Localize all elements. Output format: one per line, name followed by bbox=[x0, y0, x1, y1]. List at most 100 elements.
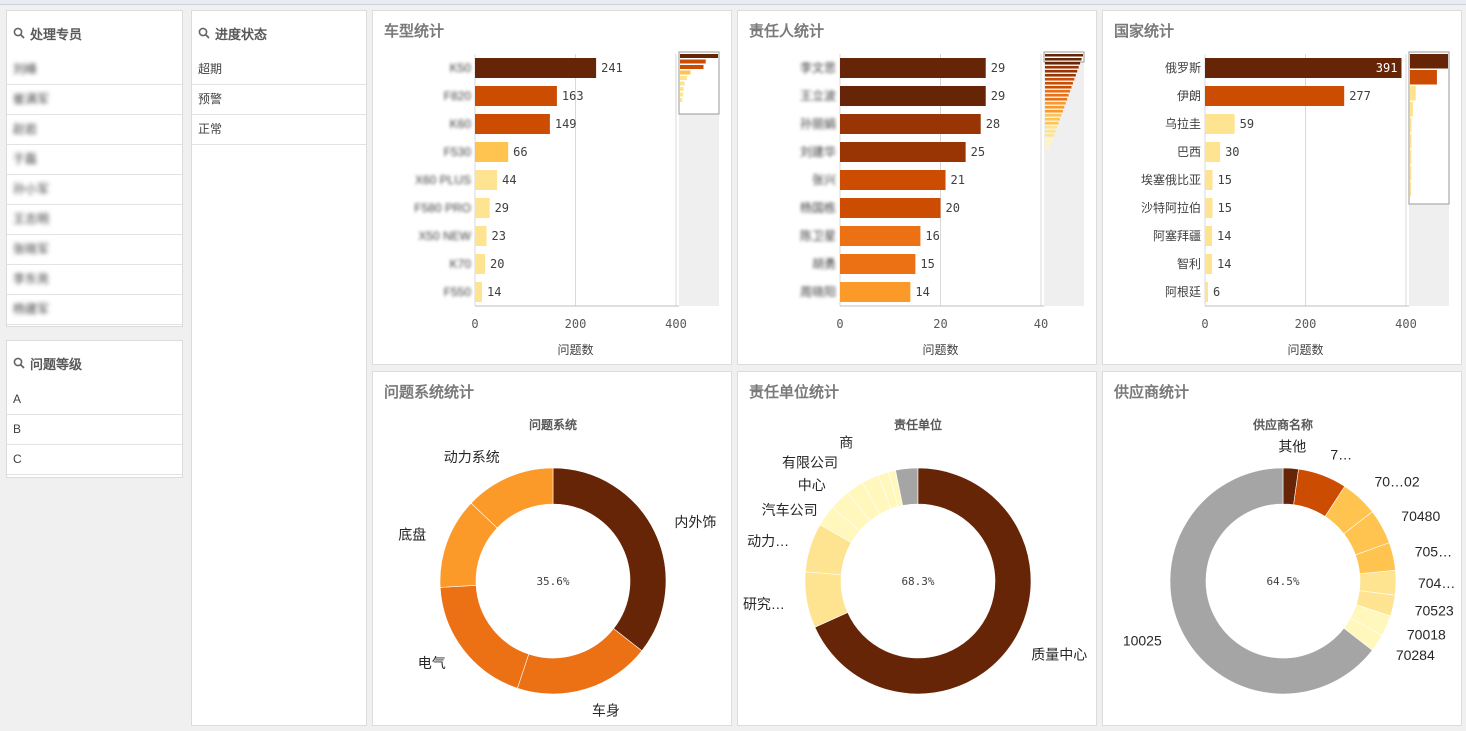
level-filter-title[interactable]: 问题等级 bbox=[7, 341, 182, 385]
handler-filter-item[interactable]: 杨建军 bbox=[7, 295, 182, 325]
mini-bar bbox=[1045, 142, 1052, 145]
x-tick-label: 400 bbox=[665, 317, 687, 331]
mini-bar bbox=[1045, 82, 1073, 85]
slice-label: 70…02 bbox=[1374, 474, 1419, 490]
data-label: 14 bbox=[487, 285, 501, 299]
category-label: 埃塞俄比亚 bbox=[1141, 172, 1201, 187]
bar[interactable] bbox=[840, 58, 986, 78]
donut-slice[interactable] bbox=[814, 467, 1032, 695]
donut-slice[interactable] bbox=[552, 467, 667, 652]
donut-slice[interactable] bbox=[888, 469, 903, 508]
x-tick-label: 0 bbox=[1201, 317, 1208, 331]
bar[interactable] bbox=[1205, 142, 1221, 162]
bar[interactable] bbox=[840, 114, 981, 134]
mini-bar bbox=[1045, 130, 1056, 133]
status-filter-title[interactable]: 进度状态 bbox=[192, 11, 366, 55]
mini-bar bbox=[1045, 86, 1072, 89]
level-filter-item[interactable]: C bbox=[7, 445, 182, 475]
bar[interactable] bbox=[475, 142, 509, 162]
bar[interactable] bbox=[840, 142, 966, 162]
mini-bar bbox=[1045, 126, 1058, 129]
handler-filter-item[interactable]: 孙小军 bbox=[7, 175, 182, 205]
bar[interactable] bbox=[840, 86, 986, 106]
handler-filter-item[interactable]: 李东亮 bbox=[7, 265, 182, 295]
slice-label: 有限公司 bbox=[782, 454, 838, 470]
data-label: 14 bbox=[1217, 229, 1231, 243]
handler-filter-item[interactable]: 刘峰 bbox=[7, 55, 182, 85]
bar[interactable] bbox=[840, 226, 921, 246]
owner-bar-chart[interactable]: 0 20 40 李文思 29 王立波 29 孙丽娟 28 刘建华 25 张兴 21 杨国栋 20 陈卫星 16 胡… bbox=[738, 44, 1096, 364]
bar[interactable] bbox=[1205, 226, 1213, 246]
x-tick-label: 200 bbox=[565, 317, 587, 331]
mini-bar bbox=[1410, 166, 1412, 181]
donut-slice[interactable] bbox=[517, 628, 643, 695]
handler-filter-title[interactable]: 处理专员 bbox=[7, 11, 182, 55]
handler-filter-item-label: 刘峰 bbox=[13, 62, 38, 76]
handler-filter-item[interactable]: 张晓军 bbox=[7, 235, 182, 265]
mini-bar bbox=[1045, 54, 1083, 57]
data-label: 66 bbox=[513, 145, 527, 159]
category-label: 智利 bbox=[1177, 256, 1201, 271]
bar[interactable] bbox=[475, 58, 597, 78]
bar[interactable] bbox=[840, 254, 916, 274]
data-label: 16 bbox=[925, 229, 939, 243]
bar[interactable] bbox=[1205, 114, 1235, 134]
handler-filter-item[interactable]: 赵岩 bbox=[7, 115, 182, 145]
status-filter-item[interactable]: 正常 bbox=[192, 115, 366, 145]
mini-bar bbox=[680, 81, 685, 86]
mini-bar bbox=[680, 98, 683, 102]
slice-label: 705… bbox=[1415, 544, 1452, 560]
bar[interactable] bbox=[475, 114, 550, 134]
supplier-donut-chart[interactable]: 供应商名称 64.5% 其他 7… 70…02 70480 705… 704… 70523 700… bbox=[1103, 405, 1461, 725]
handler-filter-item[interactable]: 崔满军 bbox=[7, 85, 182, 115]
category-label: 刘建华 bbox=[800, 145, 836, 159]
donut-slice[interactable] bbox=[439, 585, 530, 689]
status-filter-item[interactable]: 预警 bbox=[192, 85, 366, 115]
bar[interactable] bbox=[1205, 58, 1402, 78]
category-label: 王立波 bbox=[800, 88, 836, 103]
donut-slice[interactable] bbox=[1169, 467, 1373, 695]
x-tick-label: 40 bbox=[1034, 317, 1048, 331]
status-filter-item[interactable]: 超期 bbox=[192, 55, 366, 85]
bar[interactable] bbox=[475, 86, 557, 106]
bar[interactable] bbox=[1205, 170, 1213, 190]
bar[interactable] bbox=[840, 198, 941, 218]
supplier-card-title: 供应商统计 bbox=[1114, 384, 1190, 401]
model-bar-chart[interactable]: 0 200 400 K50 241 F820 163 K60 149 F530 66 X60 PLUS… bbox=[373, 44, 731, 364]
level-filter-label: 问题等级 bbox=[30, 356, 83, 372]
slice-label: 电气 bbox=[418, 655, 446, 671]
category-label: 阿根廷 bbox=[1165, 285, 1201, 299]
x-tick-label: 200 bbox=[1295, 317, 1317, 331]
mini-bar bbox=[1045, 74, 1076, 77]
level-filter-item[interactable]: A bbox=[7, 385, 182, 415]
donut-slice[interactable] bbox=[470, 467, 554, 529]
x-tick-label: 400 bbox=[1395, 317, 1417, 331]
category-label: K60 bbox=[450, 117, 472, 131]
owner-card-title: 责任人统计 bbox=[749, 23, 825, 40]
bar[interactable] bbox=[840, 170, 946, 190]
data-label: 30 bbox=[1225, 145, 1239, 159]
data-label: 6 bbox=[1213, 285, 1220, 299]
x-tick-label: 0 bbox=[836, 317, 843, 331]
mini-bar bbox=[1045, 58, 1082, 61]
handler-filter-item[interactable]: 于磊 bbox=[7, 145, 182, 175]
bar[interactable] bbox=[475, 226, 487, 246]
mini-bar bbox=[1410, 150, 1412, 165]
bar[interactable] bbox=[475, 198, 490, 218]
data-label: 29 bbox=[495, 201, 509, 215]
bar[interactable] bbox=[840, 282, 911, 302]
bar[interactable] bbox=[475, 282, 483, 302]
handler-filter-panel: 处理专员 刘峰崔满军 赵岩 于磊 孙小军 王志明 张晓军 李东亮 杨建军 bbox=[6, 10, 183, 327]
handler-filter-item[interactable]: 王志明 bbox=[7, 205, 182, 235]
slice-label: 动力系统 bbox=[444, 449, 500, 465]
level-filter-item[interactable]: B bbox=[7, 415, 182, 445]
country-bar-chart[interactable]: 0 200 400 俄罗斯 391 伊朗 277 乌拉圭 59 巴西 30 埃塞俄比亚 15 沙特阿拉伯 1… bbox=[1103, 44, 1461, 364]
bar[interactable] bbox=[1205, 198, 1213, 218]
bar[interactable] bbox=[1205, 282, 1209, 302]
bar[interactable] bbox=[1205, 86, 1345, 106]
bar[interactable] bbox=[475, 254, 486, 274]
bar[interactable] bbox=[1205, 254, 1213, 274]
bar[interactable] bbox=[475, 170, 498, 190]
